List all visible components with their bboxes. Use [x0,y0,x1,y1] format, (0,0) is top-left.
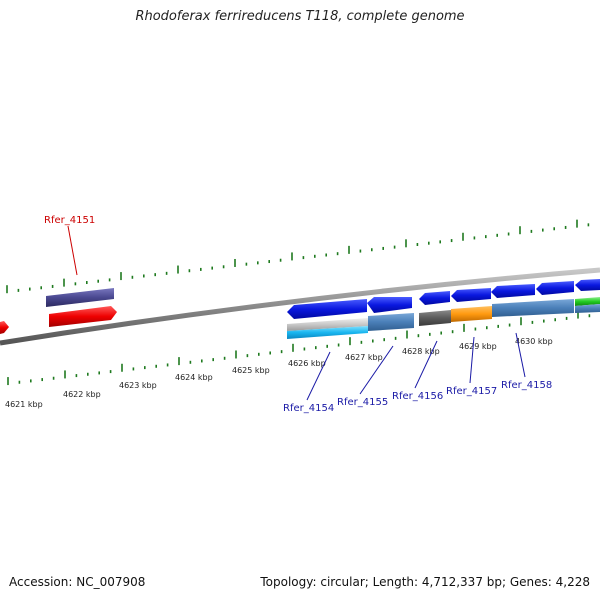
gene-arrow-rfer-4159[interactable] [536,281,574,295]
gene-label[interactable]: Rfer_4156 [392,391,443,402]
label-leader-line [414,340,438,389]
kbp-label: 4624 kbp [175,373,213,382]
kbp-label: 4628 kbp [402,347,440,356]
feature-block-orange [451,306,492,322]
genome-backbone [0,267,600,346]
gene-arrow-rfer-4156[interactable] [419,291,450,305]
feature-block-steel-2 [492,299,574,317]
feature-block-green [575,297,600,306]
kbp-label: 4629 kbp [459,342,497,351]
gene-block-rfer-4151-lane1[interactable] [46,288,114,307]
gene-arrow-rfer-4154[interactable] [287,299,367,319]
gene-arrow-rfer-4160[interactable] [575,279,600,291]
kbp-label: 4622 kbp [63,390,101,399]
gene-arrow-rfer-4155[interactable] [367,297,412,313]
feature-block-cyan [287,326,368,339]
tick-row-lower [7,310,591,386]
kbp-label: 4623 kbp [119,381,157,390]
kbp-label: 4627 kbp [345,353,383,362]
feature-block-steel-1 [368,313,414,331]
accession-text: Accession: NC_007908 [9,575,146,589]
tick-row-upper [6,219,590,294]
gene-arrow-rfer-4151[interactable] [49,306,117,327]
gene-label[interactable]: Rfer_4154 [283,403,334,414]
kbp-labels: 4621 kbp 4622 kbp 4623 kbp 4624 kbp 4625 kbp… [5,337,553,409]
kbp-label: 4625 kbp [232,366,270,375]
gene-label[interactable]: Rfer_4158 [501,380,552,391]
label-leader-line [359,345,394,395]
feature-block-steel-3 [575,304,600,313]
gene-label[interactable]: Rfer_4155 [337,397,388,408]
kbp-label: 4626 kbp [288,359,326,368]
kbp-label: 4630 kbp [515,337,553,346]
gene-arrow-partial-left[interactable] [0,321,9,334]
gene-label[interactable]: Rfer_4157 [446,386,497,397]
gene-arrow-rfer-4158[interactable] [491,284,535,298]
feature-block-dark [419,310,451,326]
kbp-label: 4621 kbp [5,400,43,409]
label-leader-line [67,225,78,276]
feature-block-silver [287,318,368,331]
genome-title: Rhodoferax ferrireducens T118, complete … [135,9,465,24]
label-leader-line [515,332,526,378]
topology-summary: Topology: circular; Length: 4,712,337 bp… [260,575,590,589]
label-leader-line [306,351,331,401]
gene-label[interactable]: Rfer_4151 [44,215,95,226]
label-leader-line [469,336,475,384]
gene-arrow-rfer-4157[interactable] [451,288,491,302]
